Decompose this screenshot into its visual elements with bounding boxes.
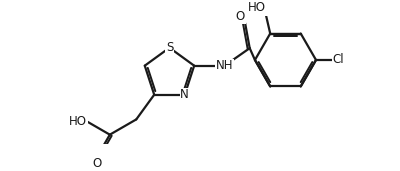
Text: N: N [180, 88, 189, 101]
Text: Cl: Cl [333, 54, 344, 67]
Text: O: O [236, 10, 245, 23]
Text: S: S [166, 41, 173, 54]
Text: HO: HO [248, 1, 266, 14]
Text: NH: NH [216, 59, 234, 72]
Text: O: O [92, 157, 102, 170]
Text: HO: HO [69, 115, 87, 128]
